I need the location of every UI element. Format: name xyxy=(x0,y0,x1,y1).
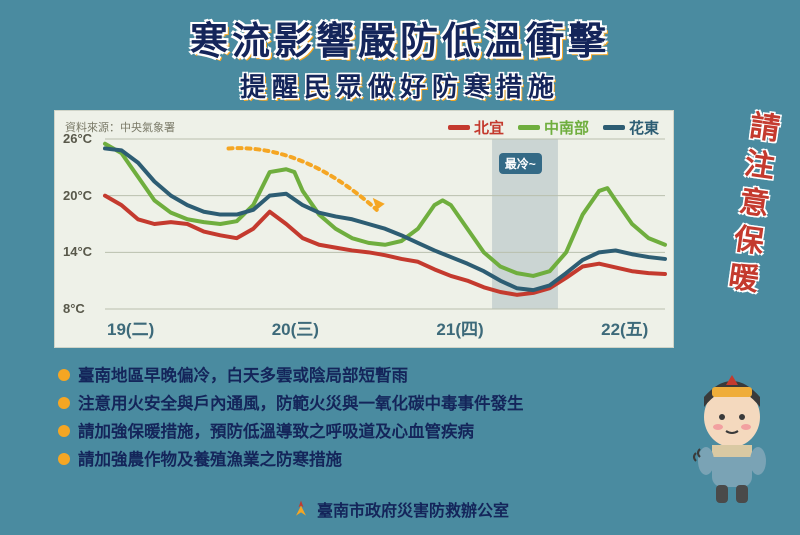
x-tick-label: 21(四) xyxy=(436,315,483,340)
x-tick-label: 22(五) xyxy=(601,315,648,340)
title-main: 寒流影響嚴防低溫衝擊 xyxy=(0,10,800,65)
org-logo-icon xyxy=(291,499,311,519)
y-tick-label: 14°C xyxy=(63,244,92,259)
bullet-text: 請加強農作物及養殖漁業之防寒措施 xyxy=(78,446,342,474)
footer-org: 臺南市政府災害防救辦公室 xyxy=(0,497,800,521)
coldest-badge: 最冷~ xyxy=(499,153,542,174)
advice-bullet-item: 注意用火安全與戶內通風，防範火災與一氧化碳中毒事件發生 xyxy=(58,390,680,418)
bullet-dot-icon xyxy=(58,369,70,381)
advice-bullets: 臺南地區早晚偏冷，白天多雲或陰局部短暫雨注意用火安全與戶內通風，防範火災與一氧化… xyxy=(58,362,680,474)
temperature-chart: 資料來源：中央氣象署 北宜中南部花東 8°C14°C20°C26°C19(二)2… xyxy=(54,110,674,348)
y-tick-label: 26°C xyxy=(63,131,92,146)
advice-bullet-item: 請加強保暖措施，預防低溫導致之呼吸道及心血管疾病 xyxy=(58,418,680,446)
y-tick-label: 8°C xyxy=(63,301,85,316)
header: 寒流影響嚴防低溫衝擊 提醒民眾做好防寒措施 xyxy=(0,10,800,104)
bullet-dot-icon xyxy=(58,397,70,409)
mascot-character xyxy=(682,357,782,507)
advice-bullet-item: 請加強農作物及養殖漁業之防寒措施 xyxy=(58,446,680,474)
bullet-dot-icon xyxy=(58,453,70,465)
bullet-dot-icon xyxy=(58,425,70,437)
x-tick-label: 19(二) xyxy=(107,315,154,340)
y-tick-label: 20°C xyxy=(63,188,92,203)
bullet-text: 請加強保暖措施，預防低溫導致之呼吸道及心血管疾病 xyxy=(78,418,474,446)
bullet-text: 臺南地區早晚偏冷，白天多雲或陰局部短暫雨 xyxy=(78,362,408,390)
chart-svg xyxy=(55,111,675,349)
x-tick-label: 20(三) xyxy=(272,315,319,340)
bullet-text: 注意用火安全與戶內通風，防範火災與一氧化碳中毒事件發生 xyxy=(78,390,524,418)
title-sub: 提醒民眾做好防寒措施 xyxy=(0,67,800,104)
advice-bullet-item: 臺南地區早晚偏冷，白天多雲或陰局部短暫雨 xyxy=(58,362,680,390)
footer-org-text: 臺南市政府災害防救辦公室 xyxy=(317,497,509,521)
